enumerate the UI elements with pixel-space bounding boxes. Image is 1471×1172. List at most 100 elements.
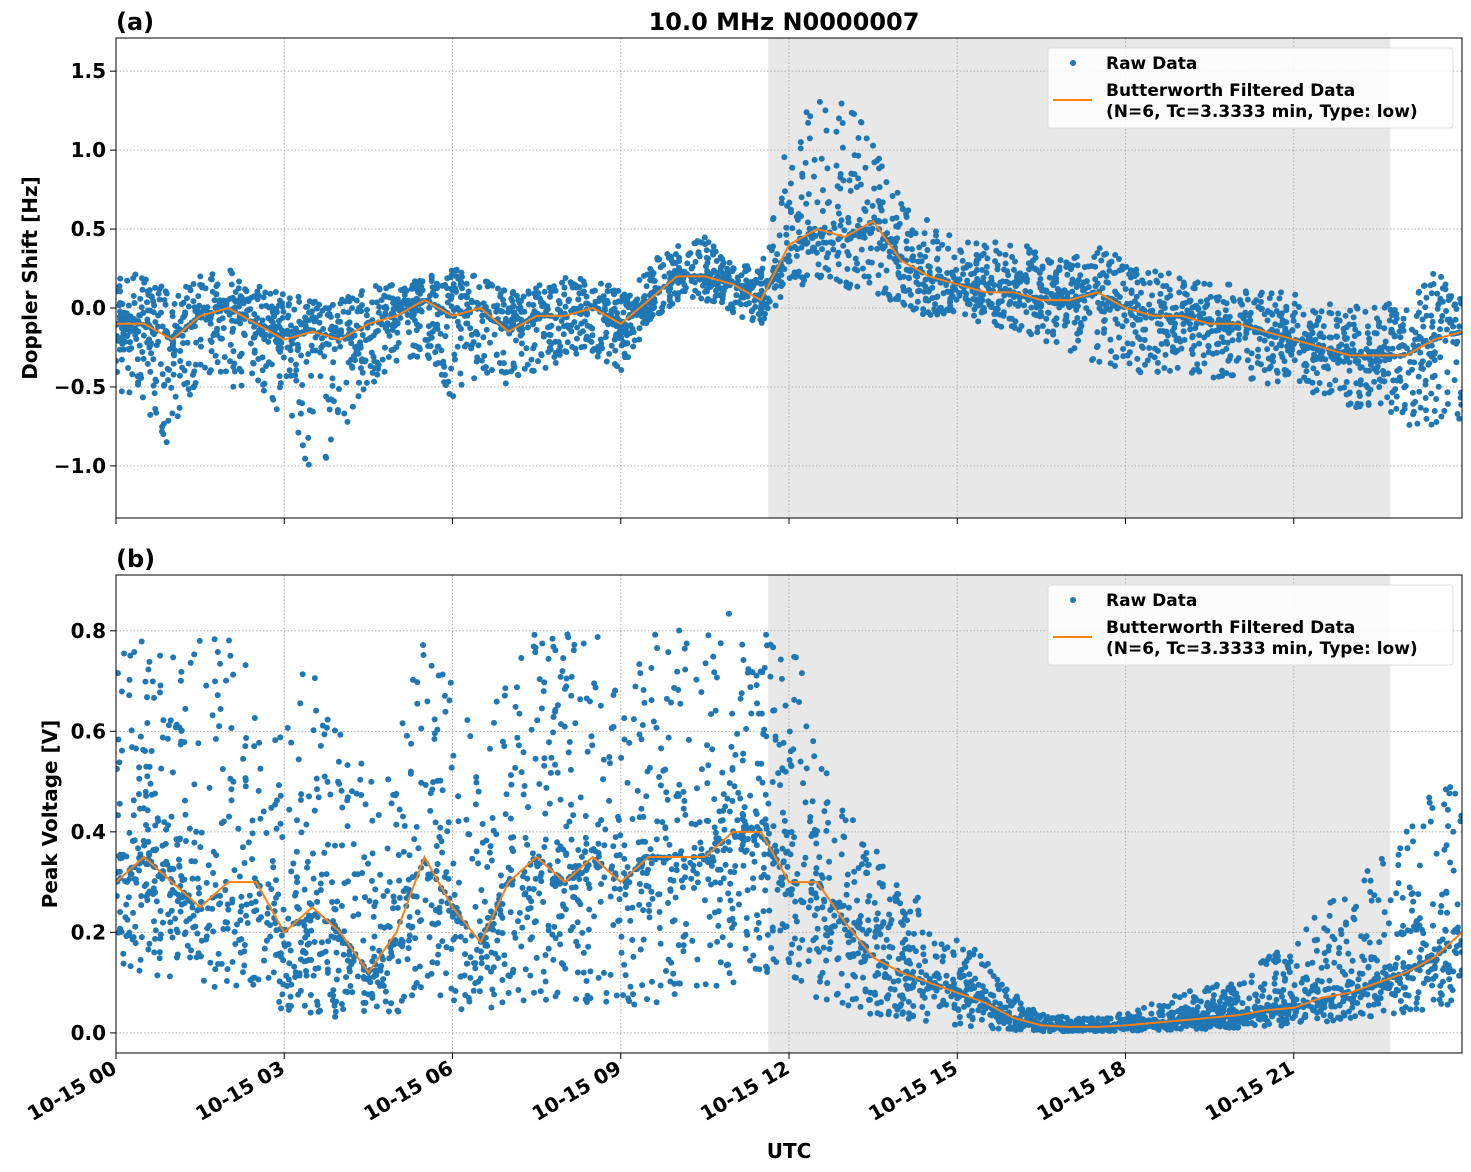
raw-point bbox=[726, 269, 733, 276]
raw-point bbox=[348, 340, 355, 347]
raw-point bbox=[838, 217, 845, 224]
raw-point bbox=[867, 245, 874, 252]
raw-point bbox=[647, 309, 654, 316]
raw-point bbox=[964, 239, 971, 246]
raw-point bbox=[1244, 347, 1251, 354]
raw-point bbox=[217, 368, 224, 375]
raw-point bbox=[904, 230, 911, 237]
raw-point bbox=[382, 303, 389, 310]
raw-point bbox=[1456, 415, 1462, 422]
raw-point bbox=[1037, 309, 1044, 316]
raw-point bbox=[1342, 312, 1349, 319]
raw-point bbox=[337, 300, 344, 307]
raw-point bbox=[915, 281, 922, 288]
raw-point bbox=[1112, 288, 1119, 295]
raw-point bbox=[451, 891, 458, 898]
raw-point bbox=[429, 320, 436, 327]
raw-point bbox=[1363, 346, 1370, 353]
raw-point bbox=[787, 206, 794, 213]
raw-point bbox=[168, 384, 175, 391]
raw-point bbox=[1103, 273, 1110, 280]
raw-point bbox=[249, 370, 256, 377]
raw-point bbox=[484, 369, 491, 376]
raw-point bbox=[1436, 938, 1443, 945]
raw-point bbox=[1437, 354, 1444, 361]
raw-point bbox=[138, 638, 145, 645]
raw-point bbox=[200, 304, 207, 311]
raw-point bbox=[1000, 312, 1007, 319]
raw-point bbox=[243, 901, 250, 908]
raw-point bbox=[524, 361, 531, 368]
raw-point bbox=[881, 218, 888, 225]
raw-point bbox=[185, 303, 192, 310]
raw-point bbox=[212, 352, 219, 359]
raw-point bbox=[733, 292, 740, 299]
raw-point bbox=[293, 874, 300, 881]
raw-point bbox=[166, 892, 173, 899]
raw-point bbox=[876, 184, 883, 191]
raw-point bbox=[1134, 301, 1141, 308]
raw-point bbox=[980, 274, 987, 281]
raw-point bbox=[152, 935, 159, 942]
y-tick-label: 0.0 bbox=[71, 296, 106, 320]
raw-point bbox=[1034, 329, 1041, 336]
raw-point bbox=[1428, 353, 1435, 360]
raw-point bbox=[672, 251, 679, 258]
raw-point bbox=[208, 339, 215, 346]
raw-point bbox=[739, 811, 746, 818]
raw-point bbox=[1354, 999, 1361, 1006]
raw-point bbox=[1314, 347, 1321, 354]
raw-point bbox=[610, 922, 617, 929]
raw-point bbox=[649, 272, 656, 279]
raw-point bbox=[152, 319, 159, 326]
raw-point bbox=[1065, 261, 1072, 268]
raw-point bbox=[302, 455, 309, 462]
raw-point bbox=[653, 836, 660, 843]
raw-point bbox=[743, 301, 750, 308]
raw-point bbox=[840, 177, 847, 184]
raw-point bbox=[797, 139, 804, 146]
raw-point bbox=[660, 262, 667, 269]
raw-point bbox=[153, 409, 160, 416]
raw-point bbox=[1186, 321, 1193, 328]
raw-point bbox=[1039, 323, 1046, 330]
raw-point bbox=[838, 100, 845, 107]
raw-point bbox=[738, 272, 745, 279]
raw-point bbox=[629, 991, 636, 998]
raw-point bbox=[311, 807, 318, 814]
raw-point bbox=[926, 931, 933, 938]
raw-point bbox=[510, 302, 517, 309]
raw-point bbox=[1162, 351, 1169, 358]
raw-point bbox=[236, 299, 243, 306]
raw-point bbox=[529, 319, 536, 326]
raw-point bbox=[710, 267, 717, 274]
raw-point bbox=[996, 250, 1003, 257]
raw-point bbox=[1096, 358, 1103, 365]
raw-point bbox=[778, 200, 785, 207]
raw-point bbox=[910, 1002, 917, 1009]
raw-point bbox=[272, 737, 279, 744]
raw-point bbox=[1009, 253, 1016, 260]
raw-point bbox=[1444, 400, 1451, 407]
raw-point bbox=[395, 851, 402, 858]
raw-point bbox=[925, 309, 932, 316]
raw-point bbox=[458, 381, 465, 388]
raw-point bbox=[358, 308, 365, 315]
raw-point bbox=[275, 782, 282, 789]
raw-point bbox=[330, 359, 337, 366]
raw-point bbox=[1048, 290, 1055, 297]
raw-point bbox=[530, 886, 537, 893]
raw-point bbox=[1345, 390, 1352, 397]
raw-point bbox=[476, 918, 483, 925]
raw-point bbox=[585, 943, 592, 950]
raw-point bbox=[250, 981, 257, 988]
raw-point bbox=[803, 200, 810, 207]
raw-point bbox=[704, 269, 711, 276]
raw-point bbox=[1140, 326, 1147, 333]
raw-point bbox=[116, 302, 123, 309]
raw-point bbox=[156, 296, 163, 303]
raw-point bbox=[493, 308, 500, 315]
raw-point bbox=[323, 454, 330, 461]
raw-point bbox=[263, 937, 270, 944]
raw-point bbox=[656, 256, 663, 263]
